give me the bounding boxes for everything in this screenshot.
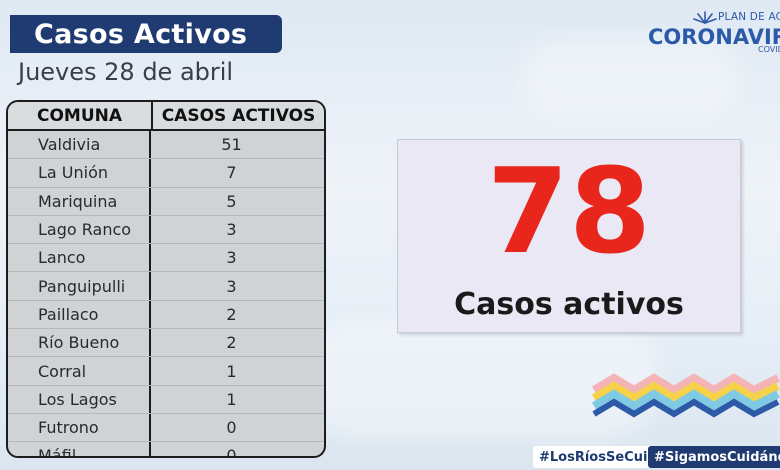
comuna-cell: Los Lagos [8, 385, 151, 413]
total-cases-card: 78 Casos activos [397, 139, 741, 333]
table-row: Los Lagos 1 [8, 385, 324, 414]
casos-cell: 3 [226, 220, 237, 240]
table-row: La Unión 7 [8, 159, 324, 188]
table-row: Lago Ranco 3 [8, 215, 324, 245]
casos-cell: 51 [221, 135, 242, 155]
hashtag-sigamos: #SigamosCuidándonos [648, 446, 780, 468]
table-row: Mariquina 5 [8, 187, 324, 216]
background-cloud [300, 320, 660, 440]
table-header: COMUNA CASOS ACTIVOS [8, 102, 324, 131]
casos-cell: 5 [226, 191, 237, 211]
logo-sub-text: COVID [758, 45, 780, 54]
comuna-cell: Valdivia [8, 131, 151, 159]
table-row: Corral 1 [8, 357, 324, 386]
comuna-cell: Corral [8, 357, 151, 385]
logo-main-text: CORONAVIRU [648, 25, 780, 49]
sunburst-icon [693, 11, 717, 24]
casos-cell: 0 [226, 418, 237, 438]
casos-cell: 3 [226, 248, 237, 268]
total-cases-label: Casos activos [454, 287, 684, 322]
decorative-waves-graphic [592, 373, 780, 418]
comuna-cell: Río Bueno [8, 329, 151, 357]
comuna-cell: Panguipulli [8, 272, 151, 300]
table-row: Panguipulli 3 [8, 272, 324, 301]
comuna-cell: Mariquina [8, 187, 151, 215]
table-row: Río Bueno 2 [8, 329, 324, 358]
table-row: Paillaco 2 [8, 300, 324, 330]
casos-cell: 2 [226, 304, 237, 324]
comuna-cell: Lago Ranco [8, 215, 151, 244]
casos-cell: 2 [226, 333, 237, 353]
column-header-casos: CASOS ACTIVOS [161, 105, 316, 126]
comuna-cell: Máfil [8, 442, 151, 456]
comuna-cell: La Unión [8, 159, 151, 187]
coronavirus-plan-logo: PLAN DE ACCI CORONAVIRU COVID [646, 8, 780, 58]
hashtag-los-rios: #LosRíosSeCuida [533, 446, 672, 468]
table-row: Lanco 3 [8, 244, 324, 273]
column-header-comuna: COMUNA [8, 102, 153, 129]
casos-cell: 7 [226, 163, 237, 183]
comuna-cell: Paillaco [8, 300, 151, 329]
page-title: Casos Activos [34, 18, 248, 50]
comuna-cell: Futrono [8, 413, 151, 442]
comuna-cell: Lanco [8, 244, 151, 272]
table-row: Máfil 0 [8, 442, 324, 458]
cases-table: COMUNA CASOS ACTIVOS Valdivia 51 La Unión… [6, 100, 326, 458]
casos-cell: 1 [226, 389, 237, 409]
casos-cell: 3 [226, 276, 237, 296]
logo-plan-text: PLAN DE ACCI [718, 11, 780, 23]
title-banner: Casos Activos [10, 15, 282, 53]
total-cases-number: 78 [486, 142, 652, 280]
background-cloud [520, 40, 740, 120]
casos-cell: 0 [226, 446, 237, 458]
casos-cell: 1 [226, 361, 237, 381]
table-row: Futrono 0 [8, 413, 324, 443]
table-row: Valdivia 51 [8, 131, 324, 160]
date-label: Jueves 28 de abril [18, 58, 234, 86]
